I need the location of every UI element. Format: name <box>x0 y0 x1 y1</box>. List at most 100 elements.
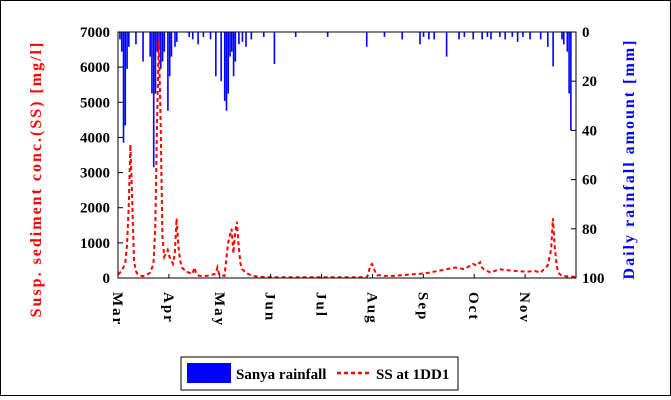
rainfall-bar <box>126 32 128 69</box>
right-axis-tick-label: 0 <box>582 25 590 41</box>
rainfall-bar <box>383 32 386 37</box>
rainfall-bar <box>168 32 171 77</box>
rainfall-bar <box>149 32 151 57</box>
left-axis-tick-label: 0 <box>103 271 111 287</box>
rainfall-bar <box>522 32 524 37</box>
rainfall-bar <box>499 32 501 37</box>
rainfall-bar <box>209 32 212 40</box>
rainfall-bar <box>241 32 244 42</box>
left-axis-tick-label: 1000 <box>80 236 110 252</box>
rainfall-bar <box>232 32 235 77</box>
left-axis-tick-label: 6000 <box>80 60 110 76</box>
rainfall-bar <box>175 32 178 42</box>
right-axis-tick-label: 80 <box>582 222 597 238</box>
rainfall-bar <box>238 32 240 45</box>
rainfall-bar <box>156 32 159 52</box>
rainfall-bar <box>191 32 194 40</box>
rainfall-bar <box>120 32 123 52</box>
rainfall-bar <box>223 32 226 101</box>
rainfall-bar <box>552 32 554 67</box>
x-axis-tick-label: Oct <box>465 292 481 321</box>
rainfall-bar <box>160 32 162 69</box>
left-axis-tick-label: 3000 <box>80 166 110 182</box>
left-axis-tick-label: 4000 <box>80 130 110 146</box>
rainfall-bar <box>154 32 157 94</box>
rainfall-bar <box>142 32 144 62</box>
rainfall-bar <box>445 32 448 57</box>
rainfall-bar <box>119 32 121 40</box>
rainfall-bar <box>229 32 231 57</box>
legend-label-ss: SS at 1DD1 <box>376 367 449 383</box>
x-axis-tick-label: Jul <box>313 292 329 318</box>
rainfall-bar <box>197 32 199 45</box>
left-axis-tick-label: 7000 <box>80 25 110 41</box>
rainfall-bar <box>472 32 475 40</box>
left-y-axis-label: Susp. sediment conc.(SS) [mg/l] <box>28 41 45 318</box>
rainfall-bar <box>419 32 421 45</box>
rainfall-bar <box>202 32 205 37</box>
x-axis-tick-label: Jun <box>262 292 278 322</box>
right-y-axis-label: Daily rainfall amount [mm] <box>621 39 638 280</box>
right-y-axis: 0 20 40 60 80 100 <box>571 25 605 287</box>
right-axis-tick-label: 40 <box>582 123 597 139</box>
right-axis-tick-label: 60 <box>582 173 597 189</box>
rainfall-bar <box>529 32 531 40</box>
rainfall-bar <box>174 32 176 47</box>
rainfall-bar <box>516 32 519 42</box>
left-axis-tick-label: 2000 <box>80 201 110 217</box>
rainfall-bar <box>122 32 125 143</box>
x-axis-tick-label: Apr <box>160 292 176 324</box>
x-axis-tick-label: Aug <box>363 292 379 325</box>
rainfall-bar <box>422 32 425 37</box>
rainfall-bar <box>566 32 569 52</box>
x-axis-tick-label: Sep <box>414 292 430 321</box>
rainfall-bar <box>433 32 435 40</box>
rainfall-bar <box>511 32 514 37</box>
rainfall-bar <box>539 32 542 40</box>
rainfall-bar <box>227 32 230 94</box>
rainfall-bar <box>188 32 191 37</box>
rainfall-bar <box>546 32 549 47</box>
legend-swatch-rainfall <box>187 363 231 383</box>
right-axis-tick-label: 20 <box>582 74 597 90</box>
right-axis-tick-label: 100 <box>582 271 605 287</box>
x-axis-tick-label: Mar <box>109 292 125 326</box>
rainfall-bar <box>401 32 404 40</box>
rainfall-bar <box>161 32 164 62</box>
left-axis-tick-label: 5000 <box>80 95 110 111</box>
rainfall-bars-layer <box>119 32 572 168</box>
legend-label-rainfall: Sanya rainfall <box>236 367 326 383</box>
rainfall-bar <box>215 32 217 77</box>
rainfall-bar <box>220 32 222 82</box>
rainfall-bar <box>568 32 570 94</box>
x-axis-tick-label: May <box>211 292 227 327</box>
rainfall-bar <box>128 32 130 47</box>
x-axis-tick-label: Nov <box>516 292 532 324</box>
rainfall-bar <box>490 32 492 40</box>
rainfall-bar <box>273 32 276 64</box>
ss-line-layer <box>117 38 577 279</box>
rainfall-bar <box>167 32 169 111</box>
rainfall-bar <box>151 32 153 94</box>
rainfall-bar <box>562 32 565 45</box>
left-y-axis: 0 1000 2000 3000 4000 5000 6000 7000 <box>80 25 123 287</box>
rainfall-bar <box>463 32 466 37</box>
rainfall-bar <box>326 32 329 37</box>
rainfall-bar <box>245 32 247 47</box>
rainfall-bar <box>152 32 155 168</box>
rainfall-bar <box>250 32 253 40</box>
rainfall-bar <box>481 32 483 40</box>
rainfall-bar <box>504 32 506 40</box>
rainfall-bar <box>163 32 166 52</box>
rainfall-bar <box>486 32 489 37</box>
rainfall-bar <box>458 32 460 40</box>
x-axis: Mar Apr May Jun Jul Aug Sep Oct Nov <box>109 274 532 327</box>
rainfall-bar <box>124 32 127 126</box>
rainfall-bar <box>262 32 265 37</box>
rainfall-bar <box>365 32 368 47</box>
rainfall-bar <box>231 32 233 52</box>
rainfall-bar <box>234 32 237 62</box>
rainfall-bar <box>135 32 137 45</box>
rainfall-bar <box>170 32 173 57</box>
